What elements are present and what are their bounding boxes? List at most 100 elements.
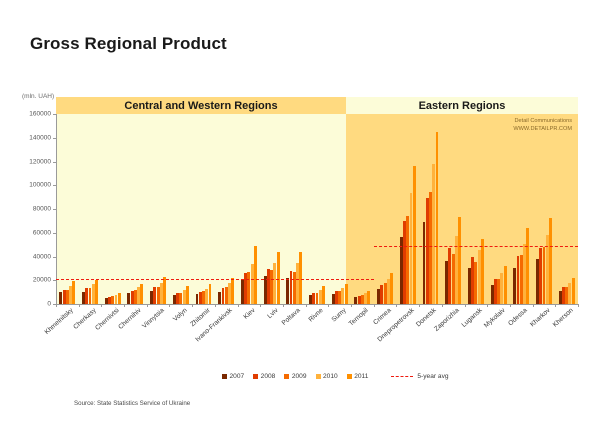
bar (82, 291, 85, 304)
legend-item-average[interactable]: 5-year avg (391, 373, 449, 380)
bar (354, 297, 358, 304)
y-tick-mark (53, 185, 56, 187)
bar (176, 293, 180, 304)
legend-item[interactable]: 2008 (253, 373, 275, 380)
legend-item[interactable]: 2009 (284, 373, 307, 380)
legend-item[interactable]: 2007 (222, 373, 244, 380)
bar (153, 287, 157, 304)
bar (59, 292, 63, 304)
bar-group (218, 114, 235, 304)
bar (231, 278, 235, 304)
x-tick-label: Sumy (330, 307, 348, 324)
bar (344, 283, 348, 304)
bar (137, 287, 141, 304)
bar (451, 254, 455, 304)
x-tick-label: Lugansk (460, 307, 484, 329)
bar (114, 294, 118, 304)
legend-swatch-icon (253, 374, 259, 379)
bar (205, 288, 209, 304)
bar (432, 164, 436, 304)
bar-group (422, 114, 439, 304)
bar (315, 292, 319, 304)
x-tick-mark (169, 304, 171, 307)
chart-legend: 2007 2008 2009 2010 2011 5-year avg (222, 373, 449, 380)
bar (341, 287, 345, 304)
bar (133, 290, 137, 304)
bar (497, 278, 500, 304)
bar (253, 246, 257, 304)
page-title: Gross Regional Product (30, 34, 227, 53)
bar-group (286, 114, 303, 304)
y-tick-mark (53, 232, 56, 234)
bar (377, 289, 381, 304)
legend-swatch-icon (315, 374, 321, 379)
bar (163, 276, 167, 304)
bar (244, 272, 248, 304)
bar-group (354, 114, 371, 304)
panel-header-left-label: Central and Western Regions (124, 99, 278, 112)
bar (422, 222, 426, 304)
x-tick-label: Odessa (507, 307, 529, 328)
bar (445, 260, 449, 304)
bar-group (172, 114, 189, 304)
x-tick-mark (214, 304, 216, 307)
y-tick-label: 160000 (29, 110, 51, 118)
x-tick-label: Rivne (307, 307, 325, 324)
bar (286, 278, 290, 304)
legend-item[interactable]: 2011 (346, 373, 368, 380)
x-tick-mark (487, 304, 489, 307)
bar (108, 296, 111, 304)
bar-group (331, 114, 348, 304)
bar (117, 293, 121, 304)
bar (228, 283, 231, 304)
legend-item[interactable]: 2010 (315, 373, 338, 380)
bar (364, 293, 368, 304)
x-tick-mark (101, 304, 103, 307)
bar (561, 287, 565, 304)
bar (150, 290, 154, 304)
legend-label: 2007 (229, 373, 245, 380)
bar (360, 295, 364, 304)
x-tick-label: Mykolaiv (482, 307, 507, 330)
x-tick-label: Chernivtsi (93, 307, 121, 332)
bar (425, 197, 429, 304)
y-tick-mark (53, 209, 56, 210)
bar (195, 294, 199, 304)
bar (156, 286, 160, 304)
x-tick-mark (56, 304, 57, 307)
x-tick-mark (282, 304, 284, 307)
legend-swatch-icon (346, 374, 352, 379)
y-tick-mark (53, 114, 56, 115)
bar (296, 262, 299, 304)
y-tick-label: 0 (47, 300, 51, 308)
bar (182, 290, 186, 304)
legend-average-label: 5-year avg (417, 373, 449, 380)
bar (62, 290, 66, 304)
bar (545, 234, 549, 304)
bar (403, 220, 406, 304)
x-tick-label: Zaporizhia (433, 307, 461, 333)
y-tick-mark (53, 304, 56, 305)
bar (69, 285, 73, 304)
x-tick-mark (441, 304, 443, 307)
bar (409, 192, 413, 304)
bar (247, 272, 251, 304)
bar (571, 278, 575, 304)
bar (523, 243, 526, 304)
bar (65, 289, 69, 304)
x-tick-mark (373, 304, 375, 307)
x-tick-mark (260, 304, 262, 307)
bar (334, 291, 338, 304)
bar (111, 296, 115, 304)
y-tick-label: 140000 (29, 134, 51, 142)
bar-group (82, 114, 98, 304)
source-note: Source: State Statistics Service of Ukra… (74, 400, 191, 407)
y-tick-label: 60000 (32, 229, 51, 237)
panel-header-central-western: Central and Western Regions (56, 97, 346, 114)
bar (519, 254, 523, 304)
bar (500, 272, 504, 304)
x-axis-line (56, 304, 578, 305)
y-axis-unit-label: (mln. UAH) (22, 93, 55, 100)
bar-group (240, 114, 257, 304)
